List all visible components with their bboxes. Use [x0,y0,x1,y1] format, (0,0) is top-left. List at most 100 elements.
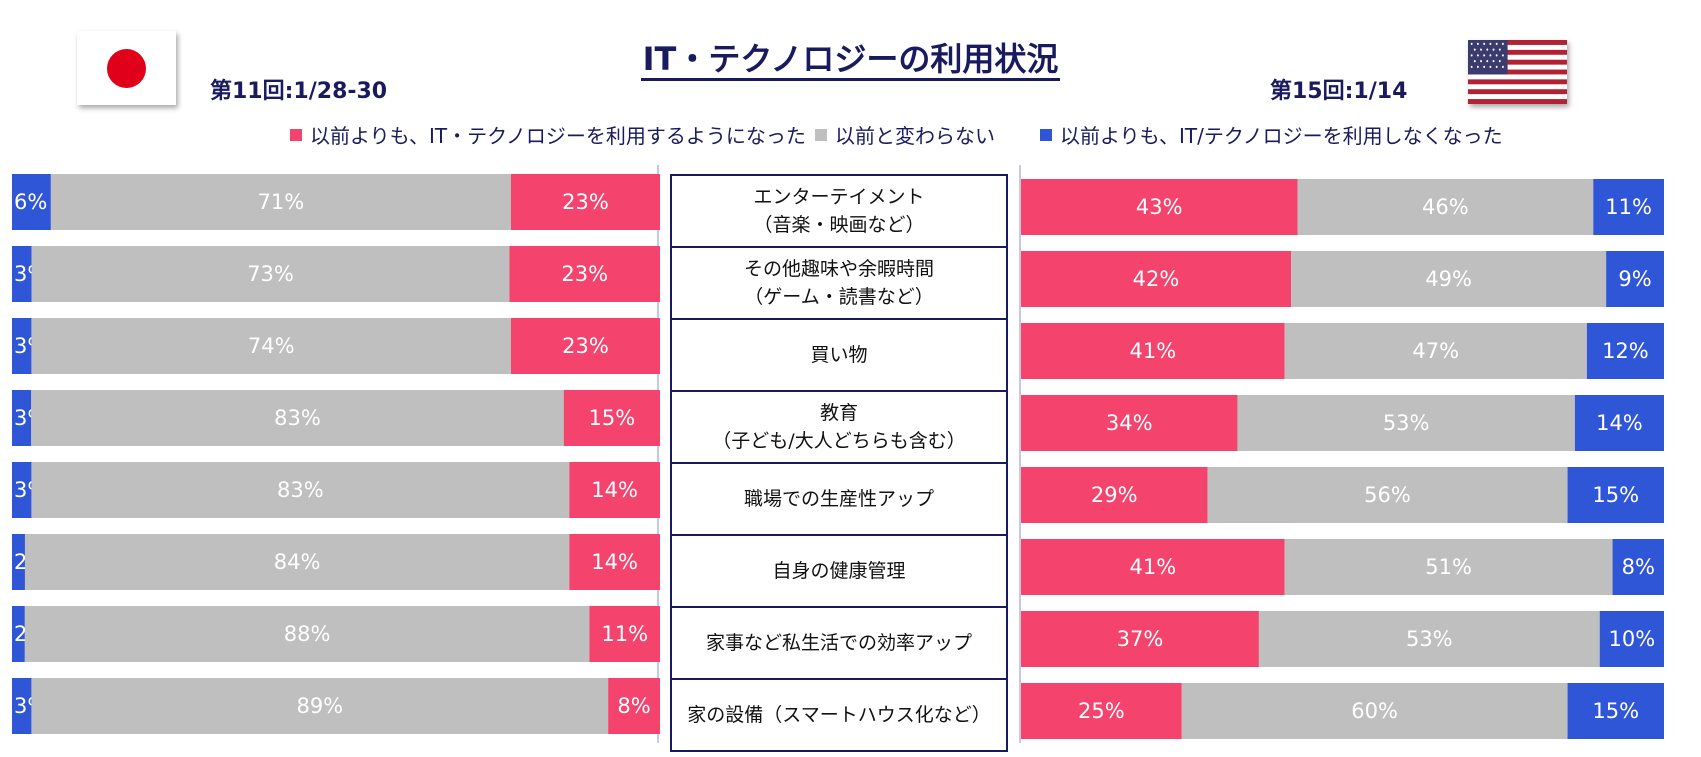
us-bar-segment [1606,251,1664,307]
category-label: エンターテイメント （音楽・映画など） [670,174,1008,248]
japan-bar-segment [31,462,570,518]
category-label-line2: （音楽・映画など） [753,214,925,236]
japan-data-label: 88% [284,622,331,646]
us-bar-segment [1567,683,1664,739]
legend-swatch-decreased [1040,128,1052,141]
japan-data-label: 83% [277,478,324,502]
us-data-label: 42% [1133,267,1180,291]
us-data-label: 15% [1592,699,1639,723]
us-bar-segment [1258,611,1600,667]
us-bar-segment [1021,395,1238,451]
japan-bar-segment [12,318,32,374]
category-label-line1: 家の設備（スマートハウス化など） [687,704,991,726]
us-data-label: 25% [1078,699,1125,723]
category-label-line1: 教育 [819,402,858,424]
us-data-label: 53% [1383,411,1430,435]
category-label-line1: その他趣味や余暇時間 [743,258,934,280]
left-divider [657,165,659,743]
us-data-label: 49% [1425,267,1472,291]
japan-bar-segment [12,534,25,590]
category-label: 家事など私生活での効率アップ [670,606,1008,680]
legend-label-decreased: 以前よりも、IT/テクノロジーを利用しなくなった [1060,124,1503,148]
us-bar-segment [1593,179,1664,235]
legend-label-unchanged: 以前と変わらない [835,124,995,148]
japan-bar-segment [12,606,25,662]
us-data-label: 41% [1129,339,1176,363]
japan-data-label: 71% [258,190,305,214]
us-data-label: 15% [1592,483,1639,507]
japan-data-label: 15% [589,406,636,430]
legend-label-increased: 以前よりも、IT・テクノロジーを利用するようになった [310,124,806,148]
us-bar-segment [1284,539,1613,595]
us-bar-segment [1021,683,1182,739]
legend-item-unchanged: 以前と変わらない [815,120,995,149]
us-data-label: 37% [1117,627,1164,651]
us-bar-segment [1291,251,1607,307]
japan-bar-segment [569,534,660,590]
us-data-label: 8% [1622,555,1655,579]
japan-bar-segment [589,606,660,662]
japan-bar-segment [31,678,609,734]
us-bar-segment [1021,251,1292,307]
us-bar-segment [1284,323,1587,379]
us-data-label: 9% [1618,267,1651,291]
japan-bar-segment [50,174,511,230]
japan-survey-label: 第11回:1/28-30 [210,79,388,104]
category-label-line1: 自身の健康管理 [772,560,906,582]
japan-bar-segment [31,246,510,302]
us-data-label: 12% [1602,339,1649,363]
us-data-label: 53% [1406,627,1453,651]
category-label: 買い物 [670,318,1008,392]
us-bar-segment [1021,467,1208,523]
us-bar-segment [1567,467,1664,523]
us-bar-segment [1021,179,1298,235]
category-label: 職場での生産性アップ [670,462,1008,536]
us-data-label: 41% [1129,555,1176,579]
us-bar-segment [1599,611,1664,667]
category-label-line2: （子ども/大人どちらも含む） [712,430,966,452]
japan-data-label: 74% [248,334,295,358]
us-bar-segment [1021,611,1259,667]
category-label: 教育 （子ども/大人どちらも含む） [670,390,1008,464]
japan-data-label: 11% [601,622,648,646]
us-bar-segment [1207,467,1568,523]
japan-bar-segment [608,678,660,734]
us-data-label: 56% [1364,483,1411,507]
category-label: その他趣味や余暇時間 （ゲーム・読書など） [670,246,1008,320]
category-label: 自身の健康管理 [670,534,1008,608]
japan-bar-segment [569,462,660,518]
japan-bar-segment [563,390,660,446]
japan-data-label: 23% [562,334,609,358]
japan-data-label: 6% [14,190,47,214]
japan-bar-segment [12,678,32,734]
us-data-label: 46% [1422,195,1469,219]
us-data-label: 34% [1106,411,1153,435]
us-survey-label: 第15回:1/14 [1270,79,1408,104]
category-label-line1: エンターテイメント [753,186,925,208]
legend-item-decreased: 以前よりも、IT/テクノロジーを利用しなくなった [1040,120,1503,149]
right-divider [1019,165,1021,743]
us-flag-icon [1468,40,1567,104]
us-data-label: 60% [1351,699,1398,723]
japan-data-label: 14% [591,478,638,502]
japan-bar-segment [12,246,32,302]
japan-bar-segment [31,390,564,446]
us-data-label: 51% [1425,555,1472,579]
us-bar-segment [1021,539,1285,595]
us-data-label: 47% [1412,339,1459,363]
category-label-line2: （ゲーム・読書など） [744,286,934,308]
us-bar-segment [1574,395,1664,451]
japan-data-label: 23% [562,190,609,214]
japan-data-label: 89% [296,694,343,718]
japan-bar-segment [24,534,570,590]
us-bar-segment [1021,323,1285,379]
us-data-label: 29% [1091,483,1138,507]
us-bar-segment [1612,539,1664,595]
us-data-label: 43% [1136,195,1183,219]
japan-bar-segment [31,318,511,374]
japan-data-label: 8% [617,694,650,718]
legend-swatch-increased [290,128,302,141]
category-label-line1: 職場での生産性アップ [743,488,934,510]
legend-swatch-unchanged [815,128,827,141]
